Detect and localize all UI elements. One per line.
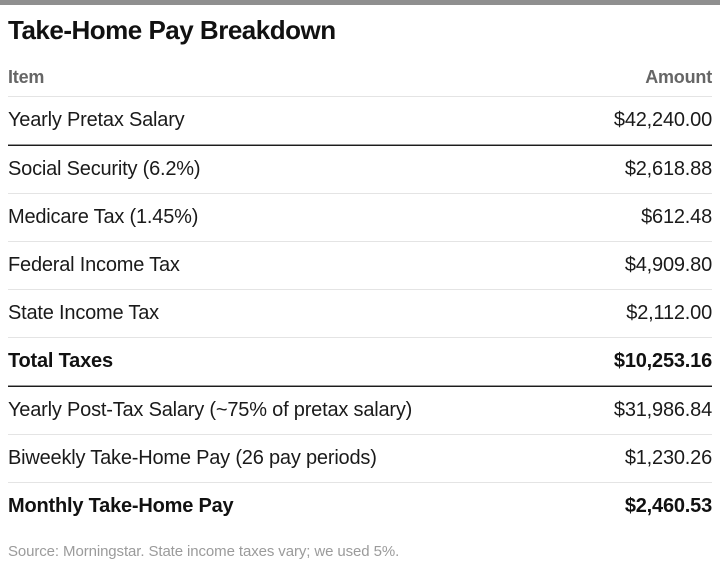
row-divider xyxy=(8,385,712,387)
row-item-label: Federal Income Tax xyxy=(8,254,180,276)
row-divider xyxy=(8,289,712,290)
table-body: Yearly Pretax Salary $42,240.00 Social S… xyxy=(8,97,712,530)
row-item-label: Total Taxes xyxy=(8,350,113,372)
row-item-label: Monthly Take-Home Pay xyxy=(8,495,234,517)
row-amount-value: $2,112.00 xyxy=(626,302,712,324)
source-note: Source: Morningstar. State income taxes … xyxy=(8,543,400,560)
table-row: Yearly Post-Tax Salary (~75% of pretax s… xyxy=(8,387,712,434)
row-divider xyxy=(8,434,712,435)
row-divider xyxy=(8,144,712,146)
table-row: Total Taxes $10,253.16 xyxy=(8,338,712,385)
table-row: Monthly Take-Home Pay $2,460.53 xyxy=(8,483,712,530)
row-amount-value: $31,986.84 xyxy=(613,399,712,421)
row-divider xyxy=(8,241,712,242)
table-figure: Take-Home Pay Breakdown Item Amount Year… xyxy=(0,5,720,562)
row-item-label: Medicare Tax (1.45%) xyxy=(8,206,199,228)
row-divider xyxy=(8,337,712,338)
page-title: Take-Home Pay Breakdown xyxy=(8,15,336,45)
column-header-item: Item xyxy=(8,67,45,87)
table-row: Yearly Pretax Salary $42,240.00 xyxy=(8,97,712,144)
row-divider xyxy=(8,193,712,194)
table-row: State Income Tax $2,112.00 xyxy=(8,290,712,337)
table-row: Social Security (6.2%) $2,618.88 xyxy=(8,146,712,193)
row-amount-value: $42,240.00 xyxy=(613,109,712,131)
row-item-label: Biweekly Take-Home Pay (26 pay periods) xyxy=(8,447,377,469)
row-amount-value: $1,230.26 xyxy=(624,447,712,469)
column-header-amount: Amount xyxy=(645,67,712,87)
table-row: Biweekly Take-Home Pay (26 pay periods) … xyxy=(8,435,712,482)
table-row: Medicare Tax (1.45%) $612.48 xyxy=(8,194,712,241)
row-amount-value: $2,460.53 xyxy=(624,495,712,517)
row-divider xyxy=(8,482,712,483)
table-row: Federal Income Tax $4,909.80 xyxy=(8,242,712,289)
top-rule xyxy=(0,0,720,5)
row-item-label: Social Security (6.2%) xyxy=(8,158,201,180)
row-item-label: State Income Tax xyxy=(8,302,159,324)
row-amount-value: $612.48 xyxy=(641,206,712,228)
row-amount-value: $4,909.80 xyxy=(624,254,712,276)
row-item-label: Yearly Pretax Salary xyxy=(8,109,185,131)
row-amount-value: $2,618.88 xyxy=(624,158,712,180)
row-amount-value: $10,253.16 xyxy=(613,350,712,372)
row-item-label: Yearly Post-Tax Salary (~75% of pretax s… xyxy=(8,399,413,421)
table-header-row: Item Amount xyxy=(8,47,712,97)
